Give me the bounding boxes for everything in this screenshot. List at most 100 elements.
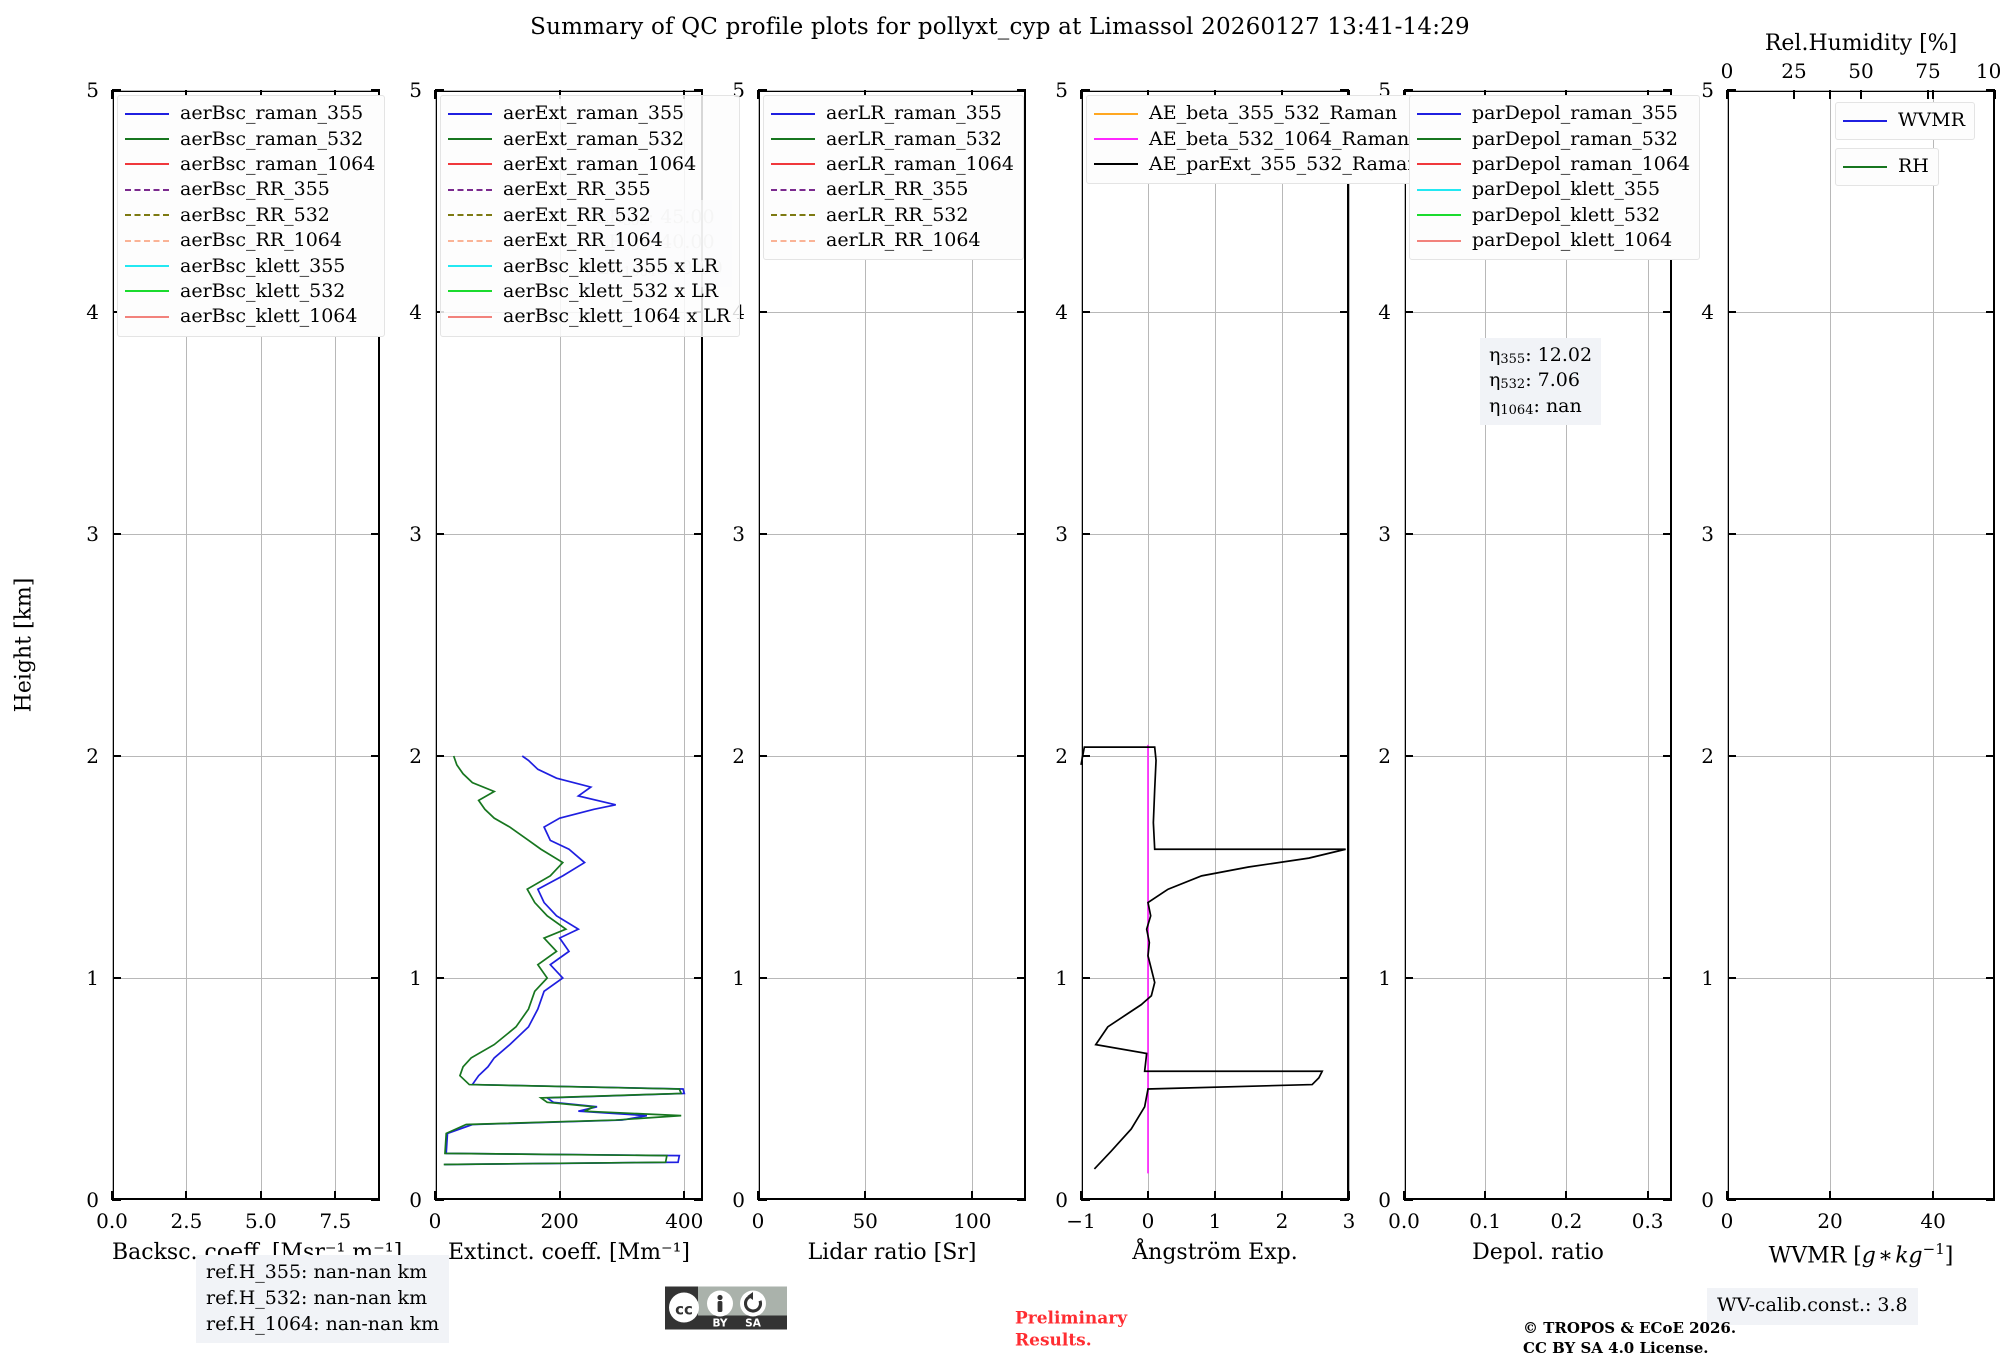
y-tick-label: 3 [409, 522, 422, 546]
legend-label: aerExt_RR_355 [503, 178, 651, 201]
legend-item: aerExt_raman_532 [448, 126, 730, 151]
eta-value: 7.06 [1537, 369, 1580, 392]
y-tick-label: 3 [1701, 522, 1714, 546]
gridline-horizontal [435, 534, 703, 535]
legend-item: parDepol_klett_532 [1417, 203, 1690, 228]
gridline-vertical [1566, 90, 1568, 1200]
legend-label: parDepol_klett_1064 [1472, 229, 1673, 252]
y-tick [435, 1199, 444, 1201]
y-tick [1340, 977, 1349, 979]
top-axis-title-rh: Rel.Humidity [%] [1764, 31, 1958, 56]
top-x-tick-label: 100 [1975, 59, 2000, 83]
gridline-vertical [1081, 90, 1082, 1200]
y-tick [1727, 533, 1736, 535]
y-tick [435, 89, 444, 91]
y-tick [758, 311, 767, 313]
legend-item: aerBsc_RR_1064 [125, 228, 375, 253]
legend-depol-ratio[interactable]: parDepol_raman_355 parDepol_raman_532 pa… [1409, 95, 1701, 261]
y-tick [112, 755, 121, 757]
legend-label: aerExt_raman_1064 [503, 152, 697, 175]
gridline-vertical [1727, 90, 1728, 1200]
panel-angstrom: 0 1 2 3 4 5 −1 0 1 2 3 AE_beta_355_532_Raman AE_be… [1055, 78, 1430, 1265]
eta-sub: 355 [1500, 352, 1526, 367]
gridline-horizontal [1727, 312, 1995, 313]
legend-rh[interactable]: RH [1835, 148, 1939, 187]
plot-area-depol-ratio[interactable] [1404, 90, 1672, 1200]
legend-swatch-line [125, 138, 169, 141]
y-tick-label: 0 [86, 1188, 99, 1212]
y-tick-label: 1 [1378, 966, 1391, 990]
x-tick-label: 5.0 [244, 1209, 277, 1233]
preliminary-line-2: Results. [1015, 1330, 1092, 1350]
top-x-tick [1793, 90, 1795, 99]
gridline-horizontal [1727, 534, 1995, 535]
page-title: Summary of QC profile plots for pollyxt_… [530, 14, 1470, 40]
cc-glyph: cc [675, 1301, 693, 1319]
legend-item: aerExt_RR_355 [448, 177, 730, 202]
x-tick [1214, 90, 1216, 99]
x-tick [1565, 1191, 1568, 1200]
panel-lidar-ratio: 012345050100 aerLR_raman_355 aerLR_raman… [732, 78, 1026, 1265]
legend-label: WVMR [1898, 109, 1966, 132]
legend-item: aerBsc_klett_1064 [125, 304, 375, 329]
plot-area-wvmr-rh[interactable] [1727, 90, 1995, 1200]
x-tick [434, 90, 436, 99]
x-tick [864, 90, 867, 99]
y-tick-label: 3 [86, 522, 99, 546]
x-tick [558, 1191, 561, 1200]
gridline-vertical [335, 90, 337, 1200]
x-axis-title-depol-ratio: Depol. ratio [1472, 1240, 1604, 1265]
gridline-vertical [1404, 90, 1405, 1200]
x-tick [434, 1191, 436, 1200]
y-tick [371, 977, 380, 979]
legend-item: WVMR [1843, 108, 1965, 133]
x-tick [1932, 1191, 1935, 1200]
wvmr-axis-close: ] [1944, 1243, 1954, 1269]
creative-commons-badge[interactable]: cc BY SA [665, 1286, 787, 1330]
copyright-note: © TROPOS & ECoE 2026. CC BY SA 4.0 Licen… [1523, 1318, 1736, 1358]
eta-value: nan [1545, 394, 1582, 417]
x-tick [1646, 1191, 1649, 1200]
legend-swatch-line [448, 265, 492, 268]
x-tick [1829, 1191, 1832, 1200]
legend-angstrom[interactable]: AE_beta_355_532_Raman AE_beta_532_1064_R… [1086, 95, 1430, 185]
legend-lidar-ratio[interactable]: aerLR_raman_355 aerLR_raman_532 aerLR_ra… [763, 95, 1024, 261]
top-x-tick [1994, 90, 1996, 99]
data-curve-aerExt_raman_355 [444, 756, 684, 1164]
gridline-horizontal [1404, 90, 1672, 91]
gridline-horizontal [112, 756, 380, 757]
gridline-vertical [972, 90, 974, 1200]
ref-height-note: ref.H_355: nan-nan km ref.H_532: nan-nan… [196, 1255, 450, 1344]
panel-wvmr-rh: 012345020400255075100 WVMR RH Rel.Humidi… [1701, 31, 2000, 1268]
legend-label: aerLR_raman_532 [826, 127, 1002, 150]
y-tick [112, 533, 121, 535]
y-tick [758, 1199, 767, 1201]
legend-label: aerBsc_klett_355 x LR [503, 254, 719, 277]
y-tick [435, 311, 444, 313]
y-tick [1404, 311, 1413, 313]
x-tick [971, 90, 974, 99]
x-tick-label: 0 [1141, 1209, 1155, 1233]
y-tick [1727, 977, 1736, 979]
legend-label: parDepol_raman_1064 [1472, 152, 1691, 175]
gridline-horizontal [435, 756, 703, 757]
x-tick [334, 1191, 337, 1200]
wvmr-axis-text: WVMR [ [1768, 1243, 1862, 1269]
eta-1064-row: η1064: nan [1489, 394, 1582, 418]
x-tick [1348, 90, 1350, 99]
legend-wvmr[interactable]: WVMR [1835, 102, 1976, 141]
legend-extinction[interactable]: aerExt_raman_355 aerExt_raman_532 aerExt… [440, 95, 741, 337]
top-x-tick-label: 75 [1915, 59, 1941, 83]
y-tick [371, 1199, 380, 1201]
legend-item: aerLR_raman_1064 [771, 152, 1014, 177]
plot-area-lidar-ratio[interactable] [758, 90, 1026, 1200]
y-tick [1727, 1199, 1736, 1201]
legend-swatch-line [1417, 214, 1461, 217]
ref-h-1064: ref.H_1064: nan-nan km [206, 1312, 440, 1335]
gridline-horizontal [1727, 978, 1995, 979]
extinction-curves [435, 90, 703, 1200]
legend-item: parDepol_raman_355 [1417, 101, 1690, 126]
gridline-vertical [112, 90, 113, 1200]
y-tick [435, 755, 444, 757]
legend-backscatter[interactable]: aerBsc_raman_355 aerBsc_raman_532 aerBsc… [117, 95, 386, 337]
